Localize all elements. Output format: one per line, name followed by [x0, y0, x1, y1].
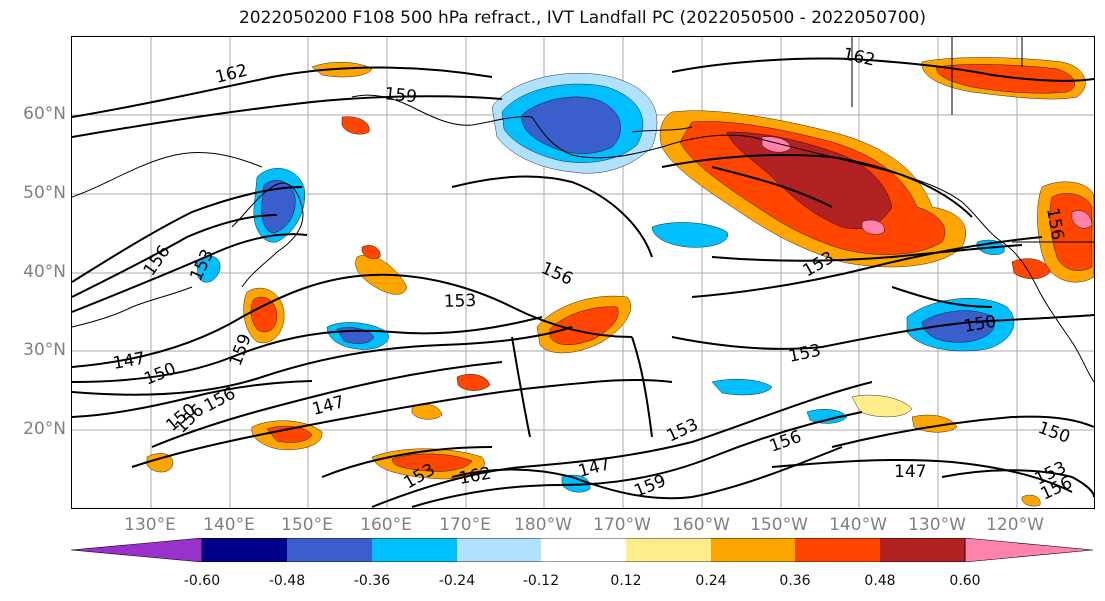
colorbar-segment — [964, 538, 1093, 562]
colorbar-tick: 0.24 — [695, 573, 727, 589]
contour-label: 153 — [787, 341, 823, 367]
colorbar-outline — [201, 538, 966, 562]
contour-label: 159 — [631, 471, 669, 502]
lat-label-50n: 50°N — [23, 183, 66, 203]
contour-label: 150 — [1035, 418, 1072, 448]
colorbar-segment — [202, 538, 287, 562]
lon-label-160w: 160°W — [672, 515, 730, 535]
contour-label: 159 — [383, 84, 417, 107]
lat-label-40n: 40°N — [23, 262, 66, 282]
lon-label-170w: 170°W — [593, 515, 651, 535]
colorbar-tick: -0.12 — [522, 573, 560, 589]
contour-label: 162 — [841, 44, 877, 70]
lat-label-60n: 60°N — [23, 104, 66, 124]
contour-label: 147 — [576, 454, 613, 482]
colorbar-tick: -0.36 — [353, 573, 391, 589]
map-canvas: 162 159 162 156 153 156 153 153 150 153 … — [72, 37, 1094, 508]
colorbar-tick: -0.60 — [183, 573, 221, 589]
colorbar-segment — [71, 538, 203, 562]
colorbar-segment — [795, 538, 880, 562]
lon-label-140w: 140°W — [829, 515, 887, 535]
lon-label-130e: 130°E — [124, 515, 176, 535]
colorbar — [71, 538, 1093, 562]
colorbar-segment — [287, 538, 372, 562]
contour-label: 162 — [457, 464, 492, 489]
lat-label-30n: 30°N — [23, 340, 66, 360]
colorbar-tick: 0.60 — [949, 573, 981, 589]
colorbar-tick: 0.36 — [779, 573, 811, 589]
colorbar-segment — [372, 538, 457, 562]
colorbar-segment — [541, 538, 626, 562]
contour-lines — [72, 57, 1094, 508]
colorbar-tick: 0.12 — [610, 573, 642, 589]
lon-label-150e: 150°E — [281, 515, 333, 535]
lon-label-150w: 150°W — [750, 515, 808, 535]
lon-label-140e: 140°E — [203, 515, 255, 535]
colorbar-tick: -0.48 — [268, 573, 306, 589]
colorbar-segment — [711, 538, 795, 562]
map-panel: 162 159 162 156 153 156 153 153 150 153 … — [71, 36, 1095, 509]
map-title: 2022050200 F108 500 hPa refract., IVT La… — [238, 8, 926, 28]
lon-label-180w: 180°W — [514, 515, 572, 535]
lon-label-160e: 160°E — [360, 515, 412, 535]
shaded-field — [146, 57, 1094, 507]
contour-label: 150 — [141, 359, 179, 390]
colorbar-tick: -0.24 — [438, 573, 476, 589]
colorbar-tick: 0.48 — [864, 573, 896, 589]
lon-label-170e: 170°E — [439, 515, 491, 535]
lat-label-20n: 20°N — [23, 419, 66, 439]
lon-label-130w: 130°W — [908, 515, 966, 535]
colorbar-segment — [880, 538, 965, 562]
colorbar-segment — [457, 538, 541, 562]
contour-label: 147 — [894, 462, 926, 482]
colorbar-segment — [626, 538, 711, 562]
contour-label: 153 — [443, 291, 476, 312]
lon-label-120w: 120°W — [986, 515, 1044, 535]
contour-label: 156 — [767, 427, 804, 457]
